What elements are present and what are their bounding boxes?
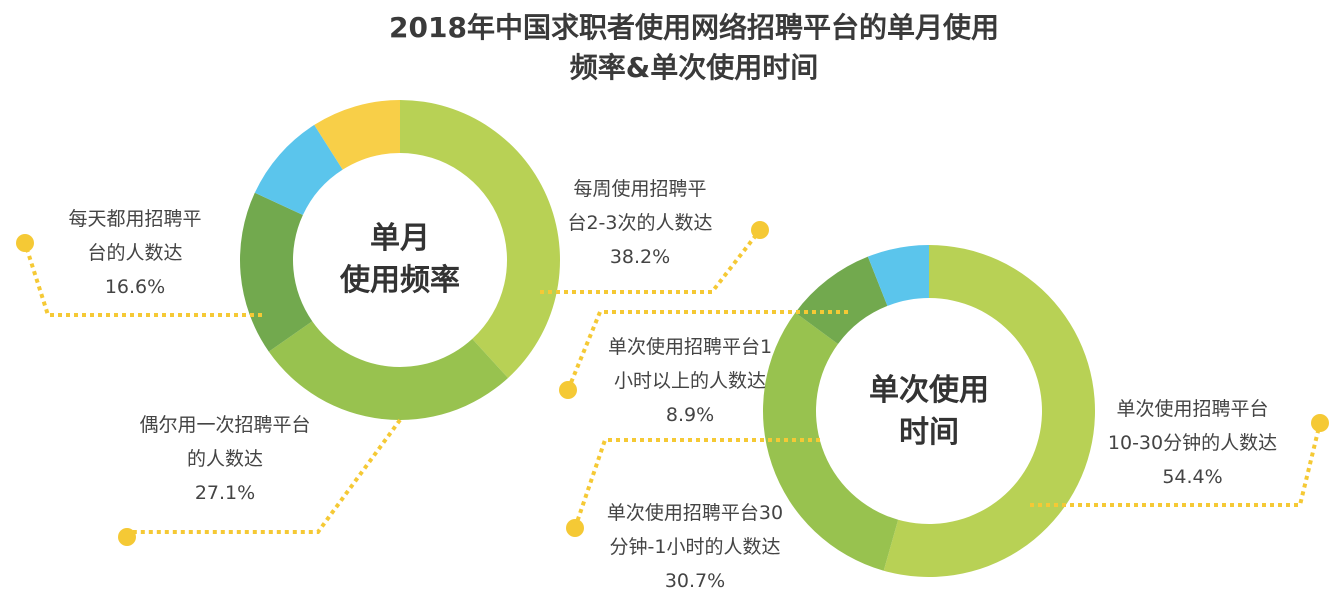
label-line: 台的人数达 xyxy=(87,242,183,264)
title-line-1: 2018年中国求职者使用网络招聘平台的单月使用 xyxy=(389,11,999,44)
leader-dot xyxy=(751,221,769,239)
data-label: 54.4% xyxy=(1162,466,1223,488)
label-30m-1h: 单次使用招聘平台30 分钟-1小时的人数达 30.7% xyxy=(580,496,810,598)
label-weekly: 每周使用招聘平 台2-3次的人数达 38.2% xyxy=(540,172,740,274)
label-line: 单次使用招聘平台30 xyxy=(606,502,784,524)
center-line: 单次使用 xyxy=(869,373,989,408)
leader-line xyxy=(23,242,262,317)
donut1-slice-2 xyxy=(268,321,509,420)
data-label: 38.2% xyxy=(609,246,671,268)
data-label: 8.9% xyxy=(665,404,715,426)
label-line: 10-30分钟的人数达 xyxy=(1107,432,1278,454)
center-line: 时间 xyxy=(899,415,959,450)
label-line: 偶尔用一次招聘平台 xyxy=(139,414,311,436)
data-label: 30.7% xyxy=(664,570,726,592)
leader-line xyxy=(566,310,848,391)
label-line: 单次使用招聘平台1 xyxy=(607,336,773,358)
label-daily: 每天都用招聘平 台的人数达 16.6% xyxy=(45,202,225,304)
donut2-center-label: 单次使用 时间 xyxy=(839,370,1019,454)
label-over-1h: 单次使用招聘平台1 小时以上的人数达 8.9% xyxy=(580,330,800,432)
center-line: 使用频率 xyxy=(340,263,460,298)
leader-dot xyxy=(566,519,584,537)
data-label: 16.6% xyxy=(104,276,166,298)
label-line: 的人数达 xyxy=(186,448,263,470)
leader-dot xyxy=(16,234,34,252)
donut1-slice-5 xyxy=(314,100,400,170)
center-line: 单月 xyxy=(370,221,430,256)
chart-title: 2018年中国求职者使用网络招聘平台的单月使用 频率&单次使用时间 xyxy=(0,8,1338,88)
donut1-slice-4 xyxy=(254,124,343,216)
donut2-slice-1 xyxy=(883,245,1095,577)
leader-dot xyxy=(118,528,136,546)
leader-line xyxy=(127,418,402,534)
donut2-slice-2 xyxy=(762,312,899,571)
label-10-30m: 单次使用招聘平台 10-30分钟的人数达 54.4% xyxy=(1085,392,1300,494)
leader-dot xyxy=(559,381,577,399)
title-line-2: 频率&单次使用时间 xyxy=(569,51,819,84)
donut2-slice-3 xyxy=(795,256,888,345)
label-line: 单次使用招聘平台 xyxy=(1116,398,1269,420)
label-line: 分钟-1小时的人数达 xyxy=(609,536,781,558)
donut1-slice-3 xyxy=(239,192,313,352)
label-occasional: 偶尔用一次招聘平台 的人数达 27.1% xyxy=(110,408,340,510)
leader-dot xyxy=(1311,414,1329,432)
donut2-slice-4 xyxy=(867,245,929,306)
donut1-center-label: 单月 使用频率 xyxy=(320,218,480,302)
data-label: 27.1% xyxy=(194,482,256,504)
label-line: 台2-3次的人数达 xyxy=(567,212,713,234)
label-line: 每天都用招聘平 xyxy=(68,208,202,230)
leader-line xyxy=(1030,422,1322,507)
label-line: 小时以上的人数达 xyxy=(613,370,766,392)
donut1-slice-1 xyxy=(400,100,560,379)
label-line: 每周使用招聘平 xyxy=(573,178,707,200)
leader-line xyxy=(540,228,762,294)
